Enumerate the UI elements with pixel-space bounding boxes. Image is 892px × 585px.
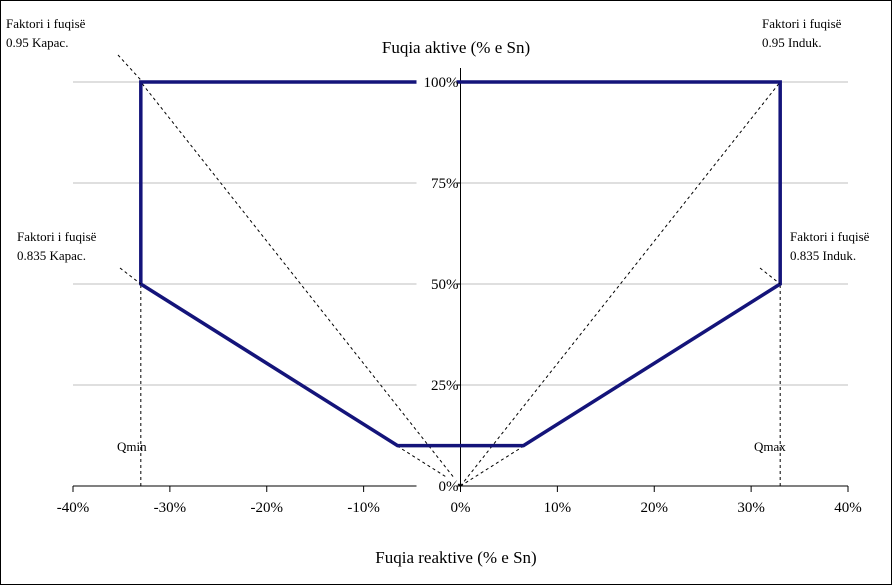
y-tick-label: 75% [431,176,459,192]
annotation-qmax: Qmax [754,439,786,454]
x-tick-label: 20% [641,500,669,516]
annotation-leader [759,267,781,285]
y-tick-label-bg [416,275,457,293]
annotation-line: Faktori i fuqisë [790,229,870,244]
y-tick-label: 25% [431,378,459,394]
y-tick-label: 100% [424,75,459,91]
y-tick-label-bg [416,376,457,394]
guide-layer [140,81,781,487]
annotation-line: 0.835 Induk. [790,248,856,263]
y-tick-label-bg [416,73,457,91]
y-tick-label: 0% [439,479,459,495]
x-tick-label: 40% [834,500,862,516]
annotation-layer: Faktori i fuqisë 0.95 Kapac.Faktori i fuq… [6,16,870,454]
annotation-leader [119,267,142,285]
y-tick-label-bg [416,477,457,495]
annotation-line: 0.95 Induk. [762,35,822,50]
annotation-line: Qmax [754,439,786,454]
annotation-line: Qmin [117,439,147,454]
series-envelope-line [139,80,782,448]
x-axis-title: Fuqia reaktive (% e Sn) [375,548,536,567]
series-layer [139,80,782,448]
annotation-pf095-cap: Faktori i fuqisë 0.95 Kapac. [6,16,86,50]
y-tick-label: 50% [431,277,459,293]
x-tick-label: -10% [347,500,380,516]
x-tick-label: 10% [544,500,572,516]
tick-layer: 0% 25% 50% 75% 100% -40% -30% -20% -10% 0% 10% 20% 3… [57,73,862,516]
annotation-line: 0.95 Kapac. [6,35,68,50]
annotation-pf0835-ind: Faktori i fuqisë 0.835 Induk. [790,229,870,263]
x-tick-label: -20% [251,500,284,516]
guide-line [140,81,461,487]
annotation-line: Faktori i fuqisë [762,16,842,31]
annotation-line: Faktori i fuqisë [17,229,97,244]
x-tick-label: -40% [57,500,90,516]
annotation-pf095-ind: Faktori i fuqisë 0.95 Induk. [762,16,842,50]
x-tick-label: 30% [737,500,765,516]
y-tick-label-bg [416,174,457,192]
x-tick-label: 0% [451,500,471,516]
x-tick-label: -30% [154,500,187,516]
guide-line [460,81,781,487]
annotation-line: Faktori i fuqisë [6,16,86,31]
y-axis-title: Fuqia aktive (% e Sn) [382,38,530,57]
annotation-line: 0.835 Kapac. [17,248,86,263]
annotation-pf0835-cap: Faktori i fuqisë 0.835 Kapac. [17,229,97,263]
annotation-qmin: Qmin [117,439,147,454]
